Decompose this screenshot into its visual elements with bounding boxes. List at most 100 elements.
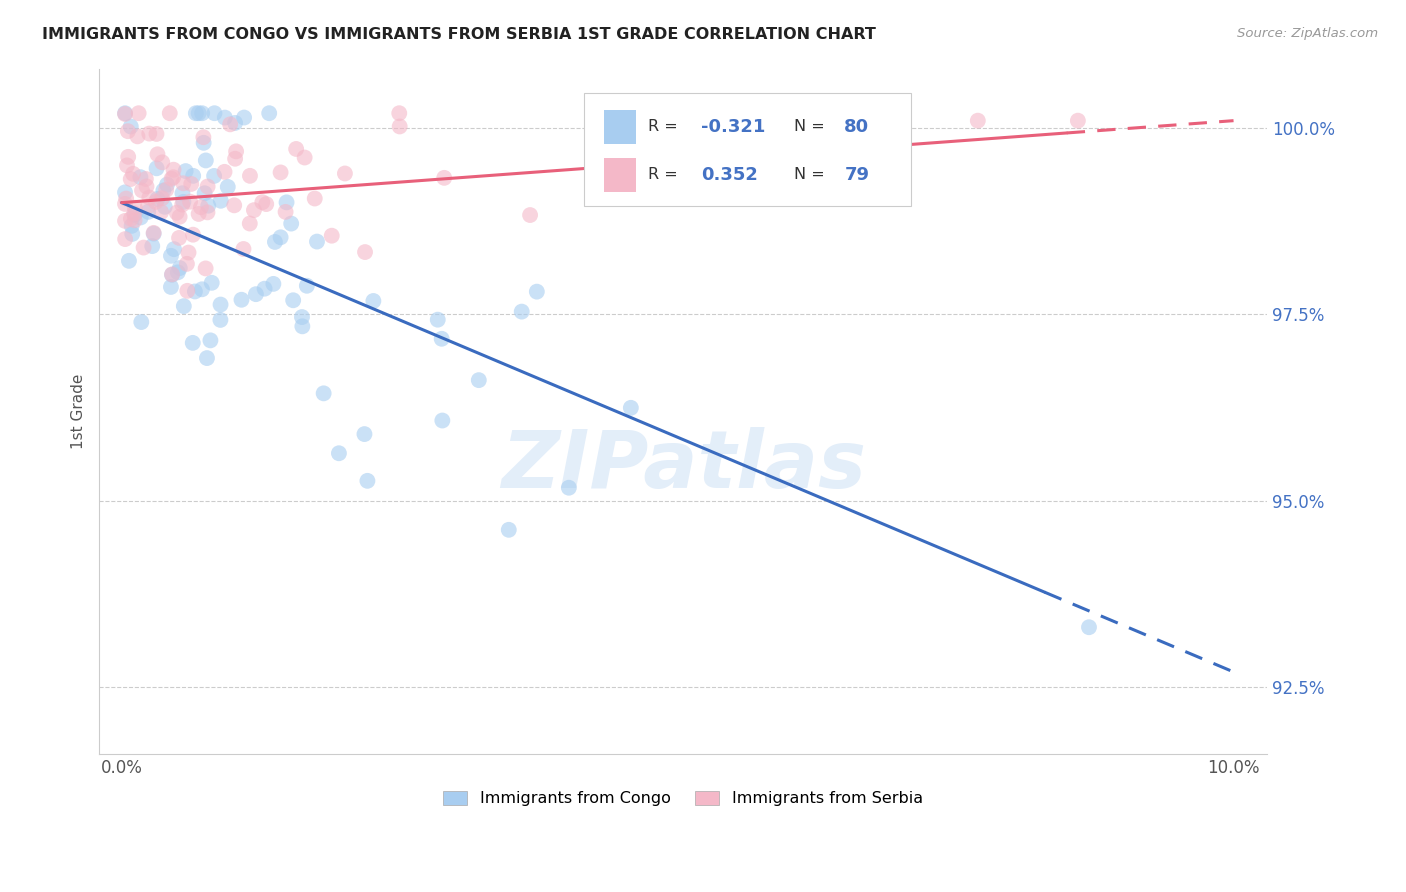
Point	[388, 120, 411, 134]
Point	[270, 165, 292, 179]
Point	[152, 184, 174, 198]
Point	[232, 242, 254, 256]
Text: Source: ZipAtlas.com: Source: ZipAtlas.com	[1237, 27, 1378, 40]
Point	[305, 235, 328, 249]
Point	[160, 280, 183, 294]
Point	[291, 319, 314, 334]
Point	[197, 179, 219, 194]
Point	[209, 297, 232, 311]
Point	[121, 227, 143, 241]
Point	[264, 235, 287, 249]
Point	[257, 106, 280, 120]
Y-axis label: 1st Grade: 1st Grade	[72, 374, 86, 449]
Point	[145, 127, 167, 141]
Point	[181, 169, 204, 183]
Point	[122, 206, 145, 220]
Point	[388, 106, 411, 120]
Point	[197, 205, 219, 219]
Point	[166, 205, 188, 219]
Point	[276, 195, 298, 210]
Point	[233, 111, 256, 125]
Point	[172, 194, 194, 209]
Point	[328, 446, 350, 460]
Point	[333, 166, 356, 180]
Point	[353, 427, 375, 442]
Point	[321, 228, 343, 243]
Point	[181, 335, 204, 350]
Point	[124, 201, 146, 215]
Point	[193, 136, 215, 150]
Point	[254, 197, 277, 211]
Point	[245, 287, 267, 301]
Point	[193, 130, 215, 145]
Point	[262, 277, 284, 291]
Point	[285, 142, 308, 156]
Point	[201, 276, 224, 290]
Point	[209, 194, 232, 208]
Point	[354, 245, 377, 260]
Point	[160, 268, 183, 282]
Point	[239, 169, 262, 183]
Point	[155, 183, 177, 197]
Point	[160, 171, 183, 186]
Point	[966, 113, 988, 128]
Point	[141, 239, 163, 253]
Point	[217, 180, 239, 194]
FancyBboxPatch shape	[603, 110, 637, 144]
Point	[363, 293, 385, 308]
Point	[150, 155, 173, 169]
Point	[160, 249, 183, 263]
Point	[173, 299, 195, 313]
Point	[174, 164, 197, 178]
Point	[202, 169, 225, 183]
Point	[176, 257, 198, 271]
Text: 79: 79	[844, 166, 869, 184]
Point	[181, 227, 204, 242]
Point	[138, 127, 160, 141]
Point	[145, 194, 167, 209]
Point	[115, 192, 138, 206]
Point	[131, 184, 153, 198]
Point	[169, 210, 191, 224]
Point	[283, 293, 305, 308]
Point	[117, 124, 139, 138]
Point	[239, 217, 262, 231]
Point	[142, 227, 165, 241]
Point	[114, 214, 136, 228]
Point	[224, 152, 246, 166]
Point	[510, 304, 533, 318]
Text: 0.352: 0.352	[700, 166, 758, 184]
Point	[295, 278, 318, 293]
Point	[194, 186, 217, 201]
Point	[146, 147, 169, 161]
Point	[204, 106, 226, 120]
Point	[200, 334, 222, 348]
Point	[190, 200, 212, 214]
Point	[150, 205, 173, 219]
Point	[214, 111, 236, 125]
Point	[432, 413, 454, 427]
Point	[169, 261, 191, 276]
Point	[162, 162, 184, 177]
Point	[294, 151, 316, 165]
Point	[150, 191, 173, 205]
Point	[114, 232, 136, 246]
Point	[304, 192, 326, 206]
Point	[184, 285, 207, 299]
Point	[194, 153, 217, 168]
Point	[135, 179, 157, 194]
Text: N =: N =	[794, 120, 830, 135]
Point	[163, 242, 186, 256]
Text: R =: R =	[648, 167, 683, 182]
Point	[176, 284, 198, 298]
Text: N =: N =	[794, 167, 830, 182]
Point	[135, 172, 157, 186]
Point	[1067, 113, 1090, 128]
Point	[162, 170, 184, 185]
FancyBboxPatch shape	[603, 158, 637, 192]
Point	[117, 150, 139, 164]
Point	[468, 373, 491, 387]
Point	[498, 523, 520, 537]
Point	[243, 203, 266, 218]
Point	[124, 208, 146, 222]
